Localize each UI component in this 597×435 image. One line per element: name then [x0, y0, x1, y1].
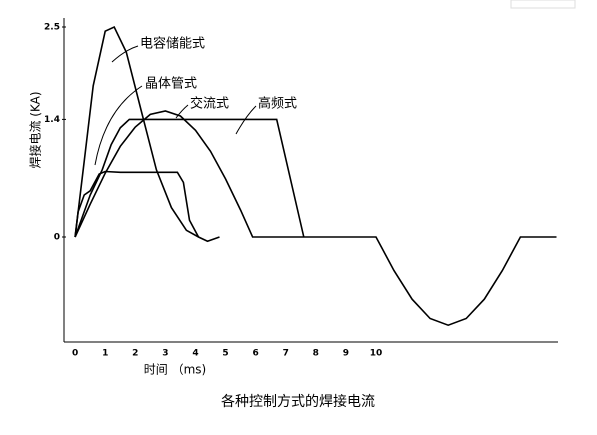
- x-tick-label: 7: [283, 349, 289, 359]
- leader: [235, 105, 257, 135]
- x-tick-label: 10: [370, 349, 383, 359]
- x-tick-label: 2: [132, 349, 138, 359]
- chart-title: 各种控制方式的焊接电流: [221, 393, 375, 410]
- x-tick-label: 9: [343, 349, 349, 359]
- x-tick-label: 4: [192, 349, 198, 359]
- x-tick-label: 8: [313, 349, 319, 359]
- series-label: 高频式: [258, 96, 297, 112]
- leader: [175, 104, 189, 119]
- x-tick-label: 1: [102, 349, 108, 359]
- y-axis-label: 焊接电流 (KA): [28, 91, 43, 168]
- leader: [94, 85, 143, 166]
- series-line: [74, 110, 557, 327]
- leader: [111, 45, 139, 63]
- series-line: [74, 118, 305, 238]
- x-axis-label: 时间 （ms): [144, 363, 206, 377]
- series-label: 电容储能式: [140, 36, 205, 52]
- series-label: 晶体管式: [145, 77, 197, 92]
- series-line: [74, 170, 200, 238]
- x-tick-label: 0: [72, 349, 78, 359]
- x-tick-label: 3: [162, 349, 168, 359]
- corner-box: [510, 0, 576, 9]
- y-tick-label: 2.5: [44, 23, 60, 33]
- x-tick-label: 6: [253, 349, 259, 359]
- y-tick-label: 1.4: [44, 115, 60, 125]
- x-tick-label: 5: [222, 349, 228, 359]
- series-label: 交流式: [190, 96, 229, 112]
- y-tick-label: 0: [54, 233, 60, 243]
